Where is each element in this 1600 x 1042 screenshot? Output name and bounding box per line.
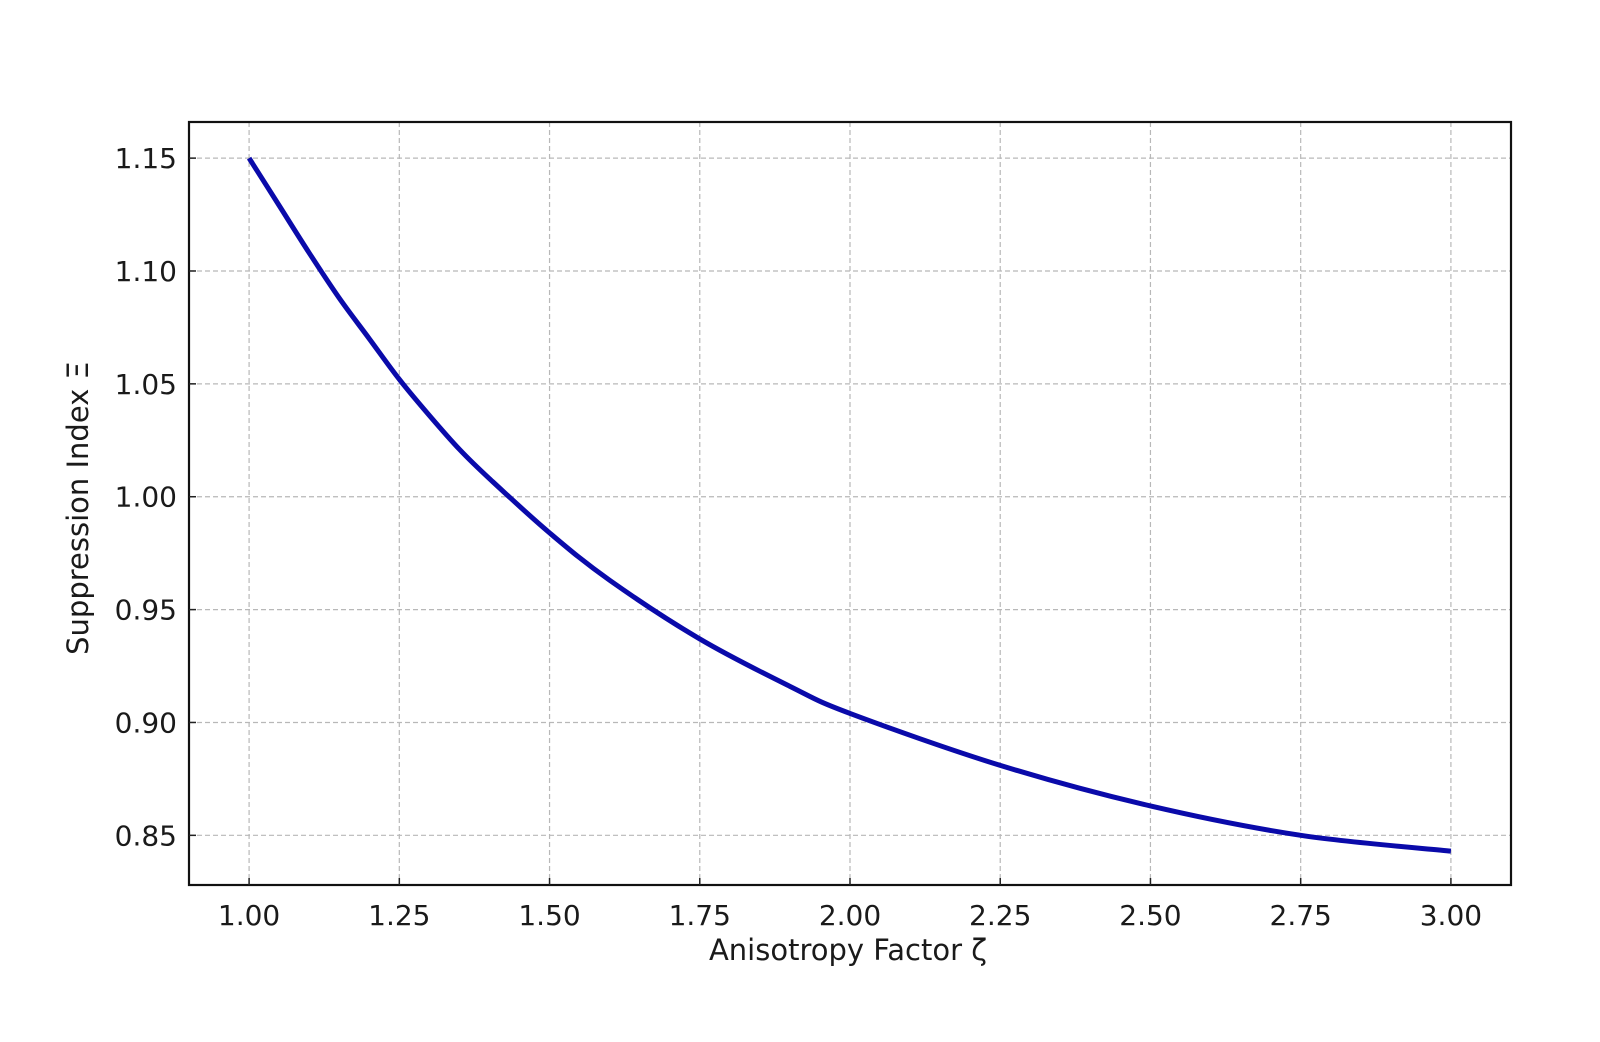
x-tick-label: 1.25 — [368, 899, 430, 932]
y-tick-label: 1.10 — [115, 255, 177, 288]
y-tick-label: 1.00 — [115, 481, 177, 514]
x-axis-label: Anisotropy Factor ζ — [709, 933, 987, 967]
y-axis-label: Suppression Index Ξ — [61, 361, 95, 655]
y-tick-label: 1.15 — [115, 142, 177, 175]
ticks: 1.00 1.25 1.50 1.75 2.00 2.25 2.50 2.75 3.00 0.85… — [115, 142, 1482, 932]
x-tick-label: 2.25 — [969, 899, 1031, 932]
x-tick-label: 1.75 — [669, 899, 731, 932]
x-tick-label: 2.00 — [819, 899, 881, 932]
x-tick-label: 1.50 — [518, 899, 580, 932]
y-tick-label: 0.90 — [115, 706, 177, 739]
x-tick-label: 2.50 — [1119, 899, 1181, 932]
x-tick-label: 3.00 — [1420, 899, 1482, 932]
series-line — [246, 156, 1452, 854]
y-tick-label: 0.85 — [115, 819, 177, 852]
grid — [189, 122, 1511, 885]
x-tick-label: 2.75 — [1270, 899, 1332, 932]
x-tick-label: 1.00 — [218, 899, 280, 932]
series-layer — [246, 156, 1452, 854]
y-tick-label: 0.95 — [115, 594, 177, 627]
y-tick-label: 1.05 — [115, 368, 177, 401]
